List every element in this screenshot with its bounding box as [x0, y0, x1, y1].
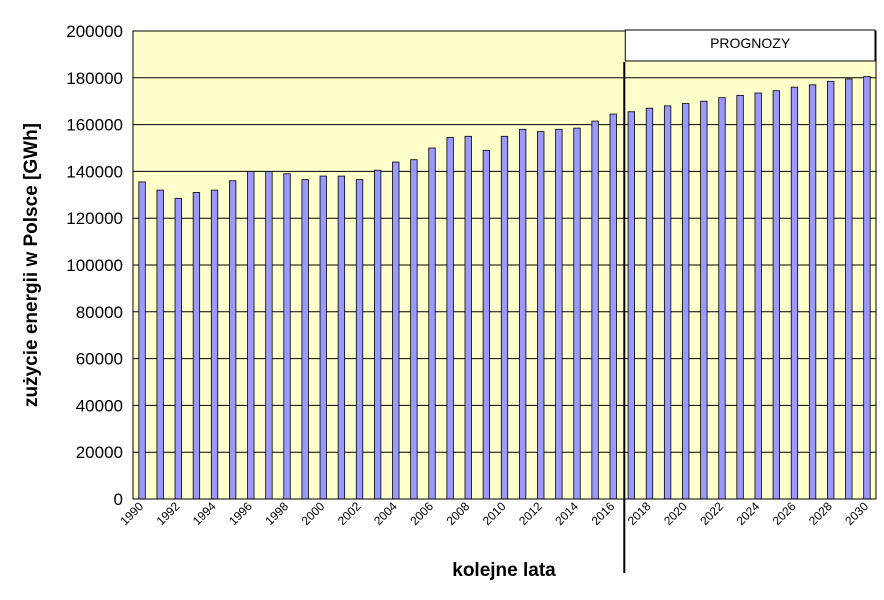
bar: [754, 92, 762, 500]
bar: [373, 169, 382, 500]
x-axis-title: kolejne lata: [452, 560, 556, 581]
bar: [355, 179, 364, 500]
bar: [682, 103, 690, 500]
bar: [736, 94, 744, 500]
x-tick-label: 1996: [226, 499, 255, 528]
bars: [138, 76, 871, 500]
x-tick-label: 1998: [262, 499, 291, 528]
bar: [210, 189, 219, 500]
y-tick-label: 160000: [66, 116, 123, 135]
x-tick-label: 2000: [299, 499, 328, 528]
y-tick-label: 0: [114, 490, 123, 509]
bar: [790, 86, 799, 500]
bar: [174, 197, 182, 500]
bar: [518, 128, 527, 500]
y-tick-label: 180000: [66, 69, 123, 88]
bar: [500, 135, 509, 500]
y-tick-labels: 0 20000 40000 60000 80000 100000 120000 140000 1…: [66, 22, 123, 509]
x-tick-label: 2004: [371, 499, 400, 528]
x-tick-label: 2002: [335, 499, 364, 528]
bar: [319, 175, 327, 500]
bar: [827, 80, 835, 500]
forecast-annotation-label: PROGNOZY: [710, 35, 791, 51]
plot-frame: [132, 30, 877, 500]
x-tick-label: 2014: [552, 499, 581, 528]
bar: [265, 170, 273, 500]
bar: [247, 170, 255, 500]
bar: [627, 111, 636, 500]
bar: [537, 131, 545, 500]
x-tick-label: 2016: [589, 499, 618, 528]
bar: [301, 179, 309, 500]
x-tick-label: 2012: [516, 499, 545, 528]
bar: [808, 84, 817, 500]
bar: [392, 161, 400, 500]
x-tick-label: 2030: [842, 499, 871, 528]
x-tick-label: 1994: [190, 499, 219, 528]
x-tick-label: 2024: [734, 499, 763, 528]
y-tick-label: 140000: [66, 162, 123, 181]
bar: [283, 173, 291, 500]
x-tick-label: 2008: [444, 499, 473, 528]
bar: [591, 120, 599, 500]
x-tick-label: 2026: [770, 499, 799, 528]
y-axis-title: zużycie energii w Polsce [GWh]: [21, 123, 42, 407]
y-tick-label: 200000: [66, 22, 123, 41]
bar: [863, 76, 871, 500]
bar: [428, 147, 436, 500]
bar: [482, 149, 491, 500]
x-tick-label: 2010: [480, 499, 509, 528]
bar: [192, 192, 201, 500]
bar: [555, 128, 563, 500]
y-tick-label: 40000: [76, 396, 123, 415]
bar: [772, 90, 780, 500]
x-tick-label: 2006: [407, 499, 436, 528]
bar: [229, 180, 237, 500]
bar: [609, 113, 617, 500]
bar: [464, 135, 472, 500]
y-tick-label: 100000: [66, 256, 123, 275]
x-tick-label: 1992: [154, 499, 183, 528]
x-tick-label: 2028: [806, 499, 835, 528]
bar: [337, 175, 346, 500]
y-tick-label: 20000: [76, 443, 123, 462]
bar: [156, 189, 164, 500]
bar: [410, 159, 418, 500]
y-tick-label: 60000: [76, 350, 123, 369]
y-tick-label: 80000: [76, 303, 123, 322]
y-tick-label: 120000: [66, 209, 123, 228]
bar: [645, 107, 654, 500]
forecast-annotation-box: [624, 29, 876, 62]
bar: [663, 105, 672, 500]
bar: [718, 97, 726, 500]
bar: [573, 127, 581, 500]
bar: [138, 181, 146, 500]
x-tick-label: 2022: [697, 499, 726, 528]
bar: [446, 137, 454, 500]
bar: [700, 100, 708, 500]
x-tick-labels: 1990 1992 1994 1996 1998 2000 2002 2004 2006 2008…: [117, 499, 871, 528]
bar: [845, 78, 853, 500]
x-tick-label: 2020: [661, 499, 690, 528]
x-tick-label: 2018: [625, 499, 654, 528]
